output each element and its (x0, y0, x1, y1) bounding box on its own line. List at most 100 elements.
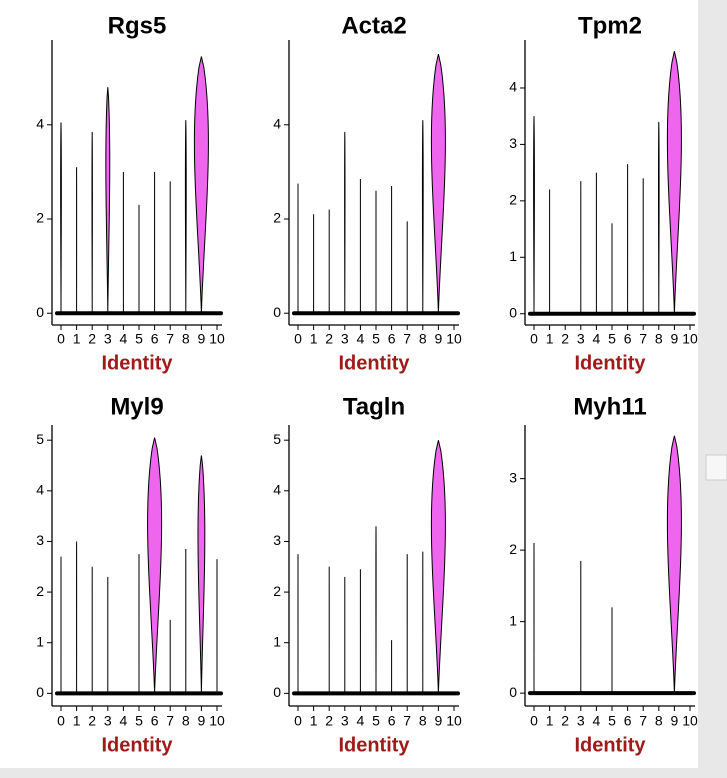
y-tick-label: 5 (36, 431, 44, 447)
y-tick-label: 1 (36, 633, 44, 649)
x-tick-label: 8 (182, 713, 190, 729)
y-tick-label: 0 (509, 684, 517, 700)
x-axis-label: Identity (101, 352, 173, 374)
panel-title: Myh11 (573, 393, 646, 420)
x-tick-label: 6 (151, 331, 159, 347)
x-tick-label: 8 (182, 331, 190, 347)
side-handle (705, 454, 727, 481)
x-tick-label: 3 (341, 713, 349, 729)
x-tick-label: 0 (294, 331, 302, 347)
x-tick-label: 3 (104, 331, 112, 347)
x-tick-label: 6 (388, 713, 396, 729)
x-tick-label: 5 (135, 713, 143, 729)
y-tick-label: 4 (273, 115, 281, 131)
x-tick-label: 1 (546, 713, 554, 729)
x-tick-label: 2 (325, 713, 333, 729)
x-tick-label: 4 (357, 713, 365, 729)
violin (657, 121, 660, 314)
y-tick-label: 5 (273, 431, 281, 447)
x-tick-label: 1 (546, 331, 554, 347)
x-tick-label: 0 (530, 331, 538, 347)
x-tick-label: 2 (561, 713, 569, 729)
x-tick-label: 7 (403, 713, 411, 729)
x-tick-label: 7 (166, 713, 174, 729)
x-tick-label: 7 (639, 331, 647, 347)
y-tick-label: 2 (36, 210, 44, 226)
x-tick-label: 1 (310, 713, 318, 729)
x-tick-label: 3 (577, 713, 585, 729)
x-tick-label: 10 (209, 713, 225, 729)
panel-title: Rgs5 (108, 12, 167, 39)
y-tick-label: 3 (36, 532, 44, 548)
x-tick-label: 3 (577, 331, 585, 347)
x-tick-label: 9 (198, 713, 206, 729)
x-tick-label: 10 (446, 713, 462, 729)
y-tick-label: 0 (36, 304, 44, 320)
x-tick-label: 4 (357, 331, 365, 347)
y-tick-label: 0 (273, 684, 281, 700)
x-tick-label: 2 (88, 331, 96, 347)
y-tick-label: 1 (509, 248, 517, 264)
violin (105, 87, 111, 314)
x-tick-label: 2 (88, 713, 96, 729)
x-tick-label: 10 (446, 331, 462, 347)
x-tick-label: 6 (624, 331, 632, 347)
y-tick-label: 4 (36, 482, 44, 498)
violin (421, 120, 424, 314)
x-tick-label: 5 (608, 331, 616, 347)
y-tick-label: 0 (509, 304, 517, 320)
violin (533, 116, 535, 314)
x-tick-label: 4 (593, 331, 601, 347)
x-tick-label: 7 (166, 331, 174, 347)
panel-title: Tpm2 (578, 12, 642, 39)
x-axis-label: Identity (574, 352, 646, 374)
x-tick-label: 9 (435, 713, 443, 729)
x-tick-label: 0 (57, 713, 65, 729)
x-axis-label: Identity (338, 734, 410, 756)
x-tick-label: 1 (73, 713, 81, 729)
x-tick-label: 7 (403, 331, 411, 347)
x-tick-label: 0 (57, 331, 65, 347)
violin (184, 120, 187, 314)
x-tick-label: 6 (388, 331, 396, 347)
x-axis-label: Identity (101, 734, 173, 756)
y-tick-label: 0 (273, 304, 281, 320)
y-tick-label: 2 (509, 192, 517, 208)
x-tick-label: 0 (294, 713, 302, 729)
y-tick-label: 2 (273, 210, 281, 226)
y-tick-label: 2 (273, 583, 281, 599)
y-tick-label: 3 (273, 532, 281, 548)
x-tick-label: 8 (419, 713, 427, 729)
x-tick-label: 5 (135, 331, 143, 347)
x-tick-label: 4 (593, 713, 601, 729)
x-tick-label: 9 (671, 713, 679, 729)
x-tick-label: 6 (151, 713, 159, 729)
window-content (0, 0, 698, 768)
x-tick-label: 10 (209, 331, 225, 347)
x-tick-label: 9 (198, 331, 206, 347)
violin (430, 54, 446, 314)
x-tick-label: 5 (608, 713, 616, 729)
x-tick-label: 5 (372, 713, 380, 729)
violin (666, 51, 682, 314)
x-tick-label: 0 (530, 713, 538, 729)
x-tick-label: 7 (639, 713, 647, 729)
x-tick-label: 9 (671, 331, 679, 347)
y-tick-label: 4 (36, 115, 44, 131)
violin (147, 437, 163, 694)
x-tick-label: 2 (325, 331, 333, 347)
panel-title: Myl9 (110, 393, 163, 420)
x-tick-label: 4 (120, 331, 128, 347)
x-axis-label: Identity (338, 352, 410, 374)
x-tick-label: 10 (682, 331, 698, 347)
y-tick-label: 4 (509, 79, 517, 95)
violin (60, 122, 62, 314)
x-axis-label: Identity (574, 734, 646, 756)
x-tick-label: 4 (120, 713, 128, 729)
x-tick-label: 1 (310, 331, 318, 347)
violin (197, 455, 206, 694)
y-tick-label: 4 (273, 482, 281, 498)
violin (430, 440, 446, 694)
x-tick-label: 3 (104, 713, 112, 729)
